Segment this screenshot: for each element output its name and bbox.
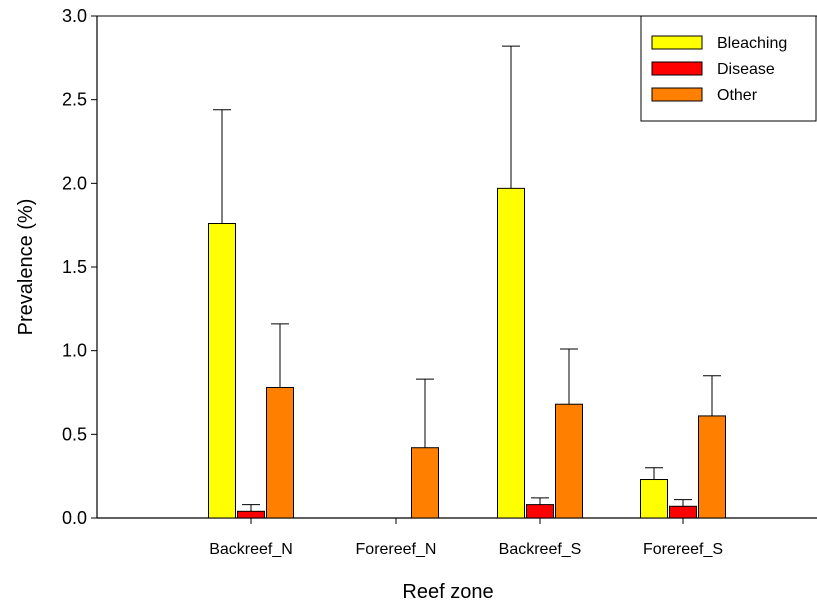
bar-other-forereef_s [698, 415, 726, 519]
bar-other-backreef_n [266, 386, 294, 519]
legend-swatch-disease [651, 61, 703, 76]
y-axis-title: Prevalence (%) [15, 199, 37, 336]
y-tick-label: 1.0 [62, 341, 87, 361]
legend-swatch-other [651, 87, 703, 102]
bar-other-forereef_n [411, 447, 439, 519]
bar-disease-backreef_s [526, 504, 554, 519]
y-tick-label: 0.0 [62, 508, 87, 528]
bar-disease-backreef_n [237, 510, 265, 519]
legend-label-disease: Disease [717, 61, 775, 78]
bar-disease-forereef_s [669, 505, 697, 519]
bar-other-backreef_s [555, 403, 583, 519]
x-tick-label: Backreef_N [209, 541, 293, 558]
x-tick-label: Backreef_S [499, 541, 582, 558]
legend-label-bleaching: Bleaching [717, 35, 787, 52]
x-axis-title: Reef zone [402, 581, 493, 602]
plot-area: 0.0 0.5 1.0 1.5 2.0 2.5 3.0 Backreef_N Forereef_… [62, 6, 817, 558]
bar-bleaching-backreef_n [208, 222, 236, 519]
legend: Bleaching Disease Other [640, 15, 817, 122]
bar-bleaching-backreef_s [497, 187, 525, 519]
y-tick-label: 2.5 [62, 90, 87, 110]
x-tick-label: Forereef_S [643, 541, 723, 558]
y-tick-label: 0.5 [62, 424, 87, 444]
y-tick-label: 1.5 [62, 257, 87, 277]
y-tick-label: 2.0 [62, 173, 87, 193]
bar-bleaching-forereef_s [640, 479, 668, 519]
legend-swatch-bleaching [651, 35, 703, 50]
x-tick-label: Forereef_N [356, 541, 437, 558]
y-tick-label: 3.0 [62, 6, 87, 26]
legend-label-other: Other [717, 87, 758, 104]
